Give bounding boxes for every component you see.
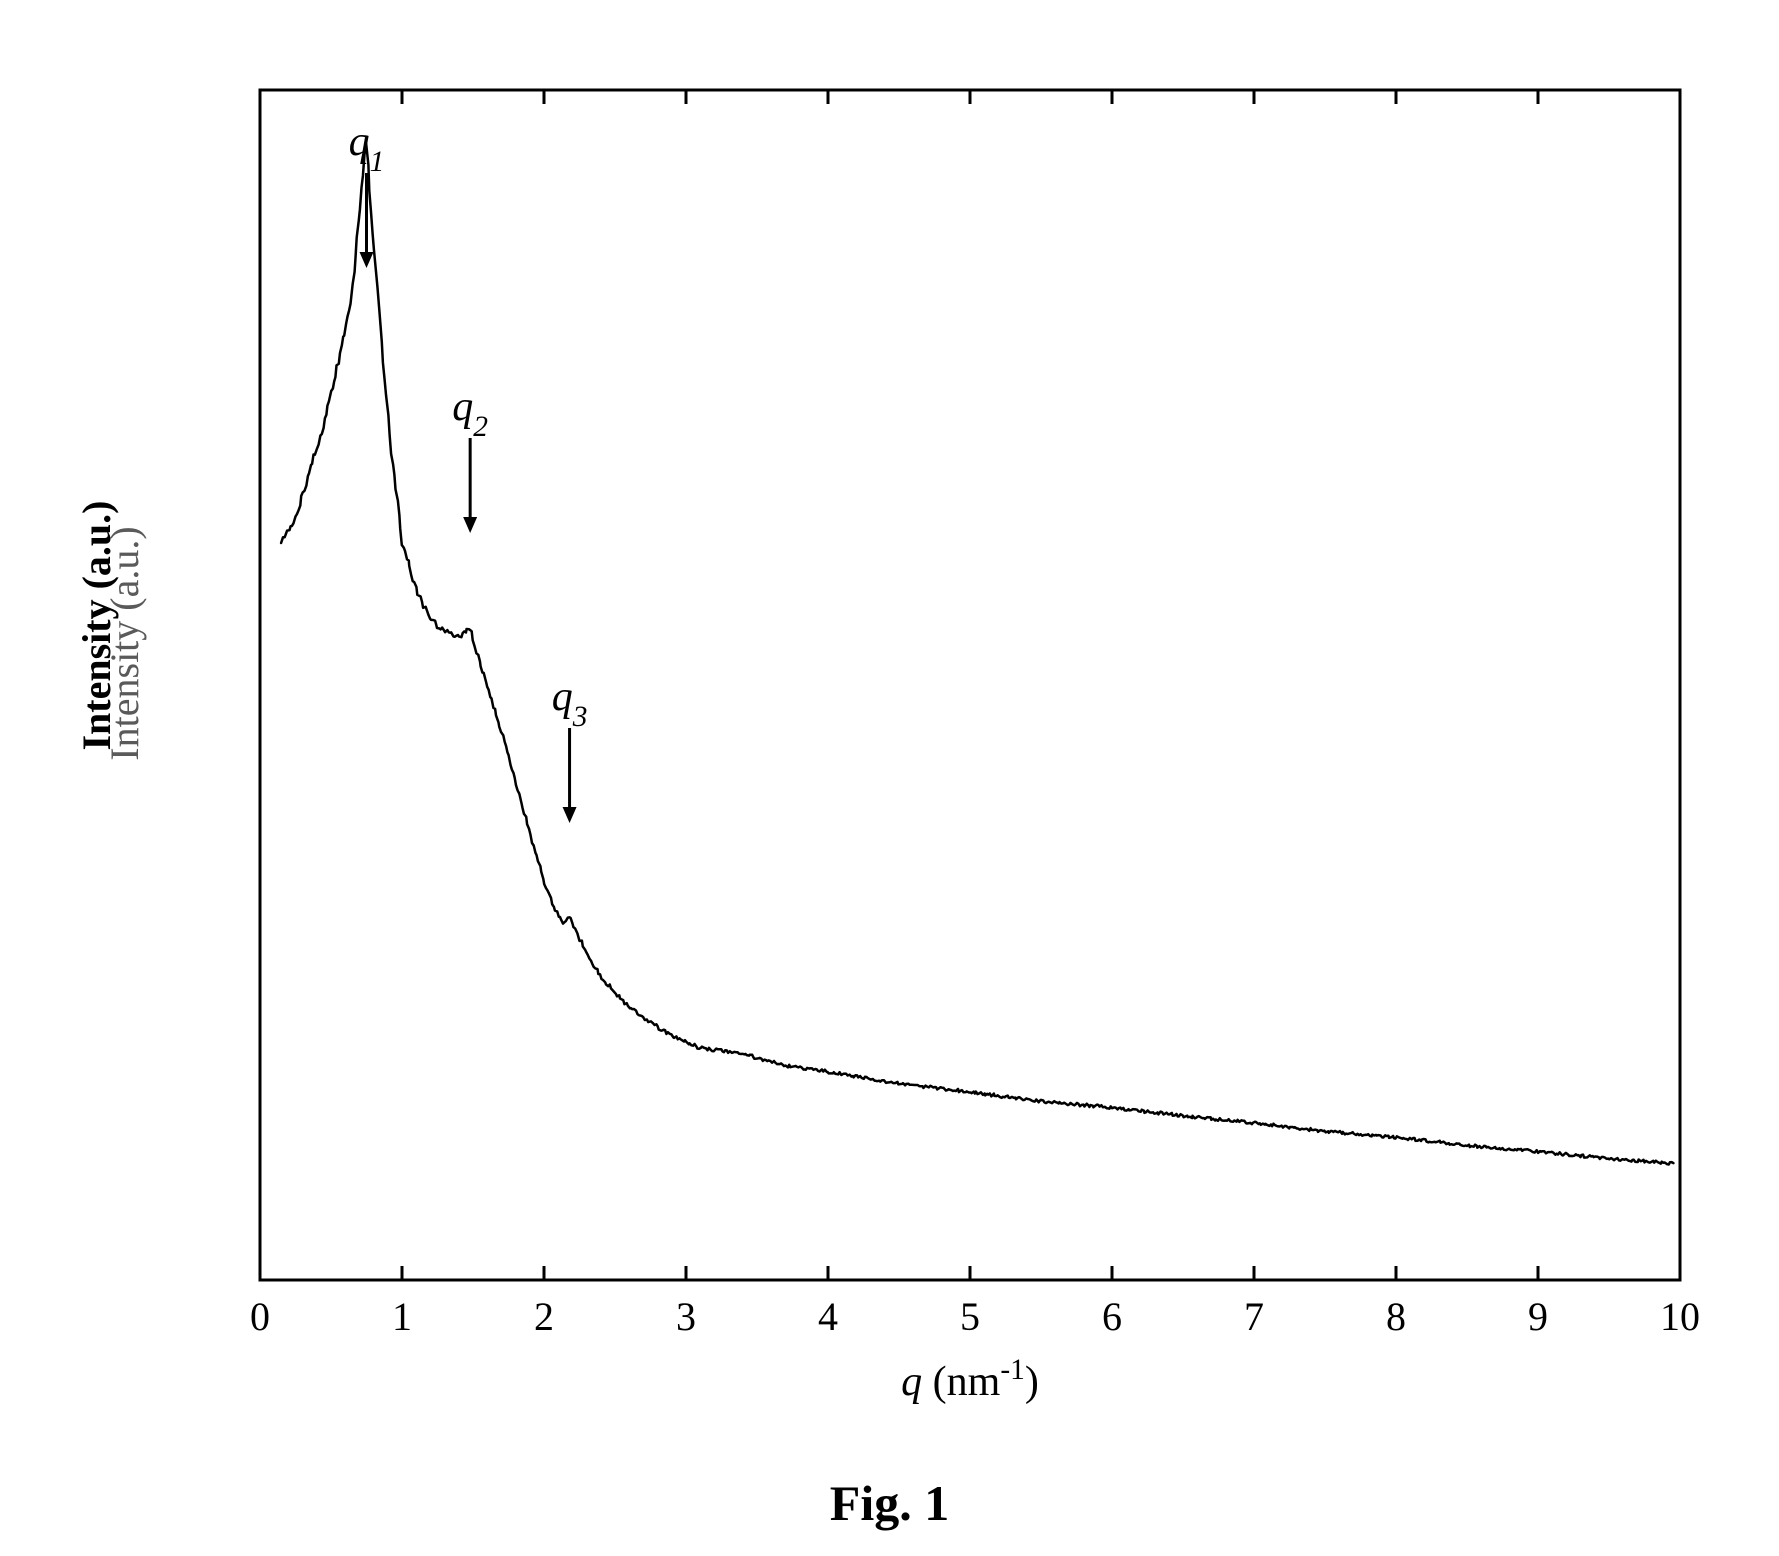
figure-container: 012345678910q (nm-1)Intensity (a.u.)Inte…: [0, 0, 1779, 1556]
xtick-label: 10: [1660, 1294, 1700, 1339]
xtick-label: 4: [818, 1294, 838, 1339]
y-axis-label: Intensity (a.u.): [74, 500, 119, 750]
xtick-label: 3: [676, 1294, 696, 1339]
xtick-label: 5: [960, 1294, 980, 1339]
chart-svg: 012345678910q (nm-1)Intensity (a.u.)Inte…: [0, 0, 1779, 1556]
xtick-label: 0: [250, 1294, 270, 1339]
xtick-label: 6: [1102, 1294, 1122, 1339]
xtick-label: 8: [1386, 1294, 1406, 1339]
xtick-label: 2: [534, 1294, 554, 1339]
xtick-label: 9: [1528, 1294, 1548, 1339]
figure-caption: Fig. 1: [830, 1475, 949, 1531]
xtick-label: 7: [1244, 1294, 1264, 1339]
xtick-label: 1: [392, 1294, 412, 1339]
